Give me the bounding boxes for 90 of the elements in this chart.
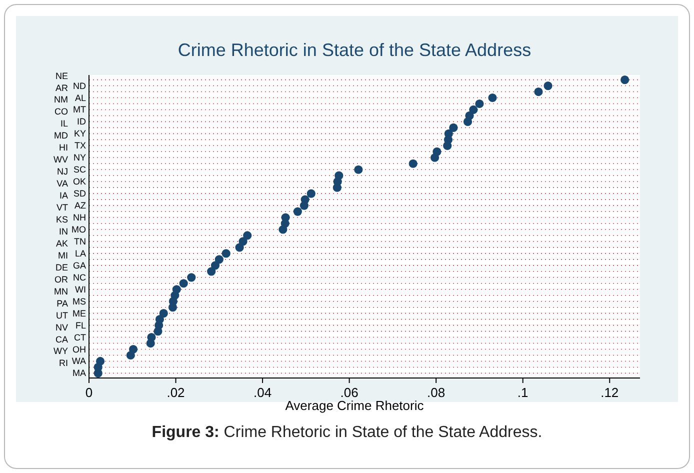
y-tick-label: FL (75, 320, 86, 330)
point (430, 153, 440, 162)
point (293, 207, 302, 216)
point (214, 255, 224, 264)
point (475, 99, 484, 108)
y-tick-label: NJ (57, 166, 68, 177)
y-tick-label: MN (54, 286, 68, 296)
x-axis-title: Average Crime Rhetoric (285, 398, 424, 413)
y-tick-label: PA (56, 298, 68, 308)
y-tick-label: ND (73, 80, 86, 91)
y-tick-label: AK (56, 238, 68, 248)
x-tick-label: .02 (166, 385, 185, 400)
y-tick-label: VA (56, 178, 68, 189)
point (449, 123, 458, 132)
point (408, 159, 418, 168)
y-tick-label: LA (74, 248, 86, 258)
point (222, 249, 230, 258)
point (332, 183, 342, 192)
point (306, 189, 316, 198)
y-tick-label: IN (59, 226, 68, 236)
y-tick-label: UT (56, 310, 68, 320)
point (207, 267, 216, 276)
y-tick-label: MI (58, 250, 68, 260)
y-tick-label: OK (72, 176, 86, 187)
y-tick-label: ID (77, 116, 86, 127)
y-tick-label: NH (73, 212, 86, 223)
point (463, 117, 472, 126)
x-tick-label: .06 (340, 385, 358, 400)
y-tick-label: ME (72, 308, 86, 318)
y-tick-label: SC (73, 164, 86, 175)
point (300, 201, 308, 210)
y-tick-label: OH (72, 344, 86, 354)
y-tick-label: WV (54, 154, 68, 165)
point (187, 273, 196, 282)
caption: Figure 3: Crime Rhetoric in State of the State Address. (152, 424, 542, 441)
y-tick-label: WI (75, 284, 86, 294)
x-tick-label: .12 (600, 385, 619, 400)
x-tick-label: 0 (85, 385, 93, 400)
point (159, 309, 168, 318)
y-tick-label: OR (54, 274, 68, 284)
y-tick-label: KY (74, 128, 86, 139)
point (146, 338, 155, 348)
y-tick-label: NV (55, 322, 68, 332)
point (243, 231, 252, 240)
point (235, 243, 244, 252)
point (544, 81, 552, 90)
y-tick-label: MA (72, 368, 86, 378)
y-tick-label: VT (56, 202, 68, 213)
point (469, 105, 478, 114)
y-tick-label: MS (72, 296, 86, 306)
y-tick-label: CO (54, 106, 68, 117)
point (354, 165, 363, 174)
y-tick-label: TX (74, 140, 86, 151)
y-tick-label: CA (55, 334, 68, 344)
x-tick-label: .04 (254, 385, 272, 400)
y-tick-label: AZ (74, 200, 86, 211)
point (168, 303, 178, 312)
y-tick-label: RI (59, 358, 68, 368)
y-tick-label: GA (72, 260, 86, 270)
y-tick-label: NM (54, 94, 68, 105)
y-tick-label: AL (74, 92, 86, 103)
y-tick-label: KS (56, 214, 68, 225)
point (620, 76, 630, 84)
point (278, 225, 288, 234)
point (534, 87, 543, 96)
y-tick-label: AR (55, 82, 68, 93)
y-tick-label: NC (73, 272, 86, 282)
point (154, 327, 162, 336)
point (443, 141, 452, 150)
y-tick-label: DE (55, 262, 68, 272)
point (210, 261, 220, 270)
y-tick-label: CT (74, 332, 86, 342)
y-tick-label: WA (72, 356, 86, 366)
y-tick-label: IA (59, 190, 68, 201)
y-tick-label: MT (73, 104, 86, 115)
y-tick-label: HI (59, 142, 68, 153)
y-tick-label: WY (54, 346, 68, 356)
point (488, 93, 497, 102)
chart-title: Crime Rhetoric in State of the State Address (178, 40, 532, 60)
y-tick-label: MD (54, 130, 68, 141)
y-tick-label: NY (73, 152, 86, 163)
point (126, 350, 135, 360)
y-tick-label: IL (60, 118, 68, 129)
y-tick-label: NE (55, 70, 68, 81)
y-tick-label: SD (73, 188, 86, 199)
y-tick-label: MO (72, 224, 86, 234)
point (179, 279, 188, 288)
y-tick-label: TN (74, 236, 86, 246)
x-tick-label: .08 (427, 385, 446, 400)
x-tick-label: .1 (517, 385, 528, 400)
